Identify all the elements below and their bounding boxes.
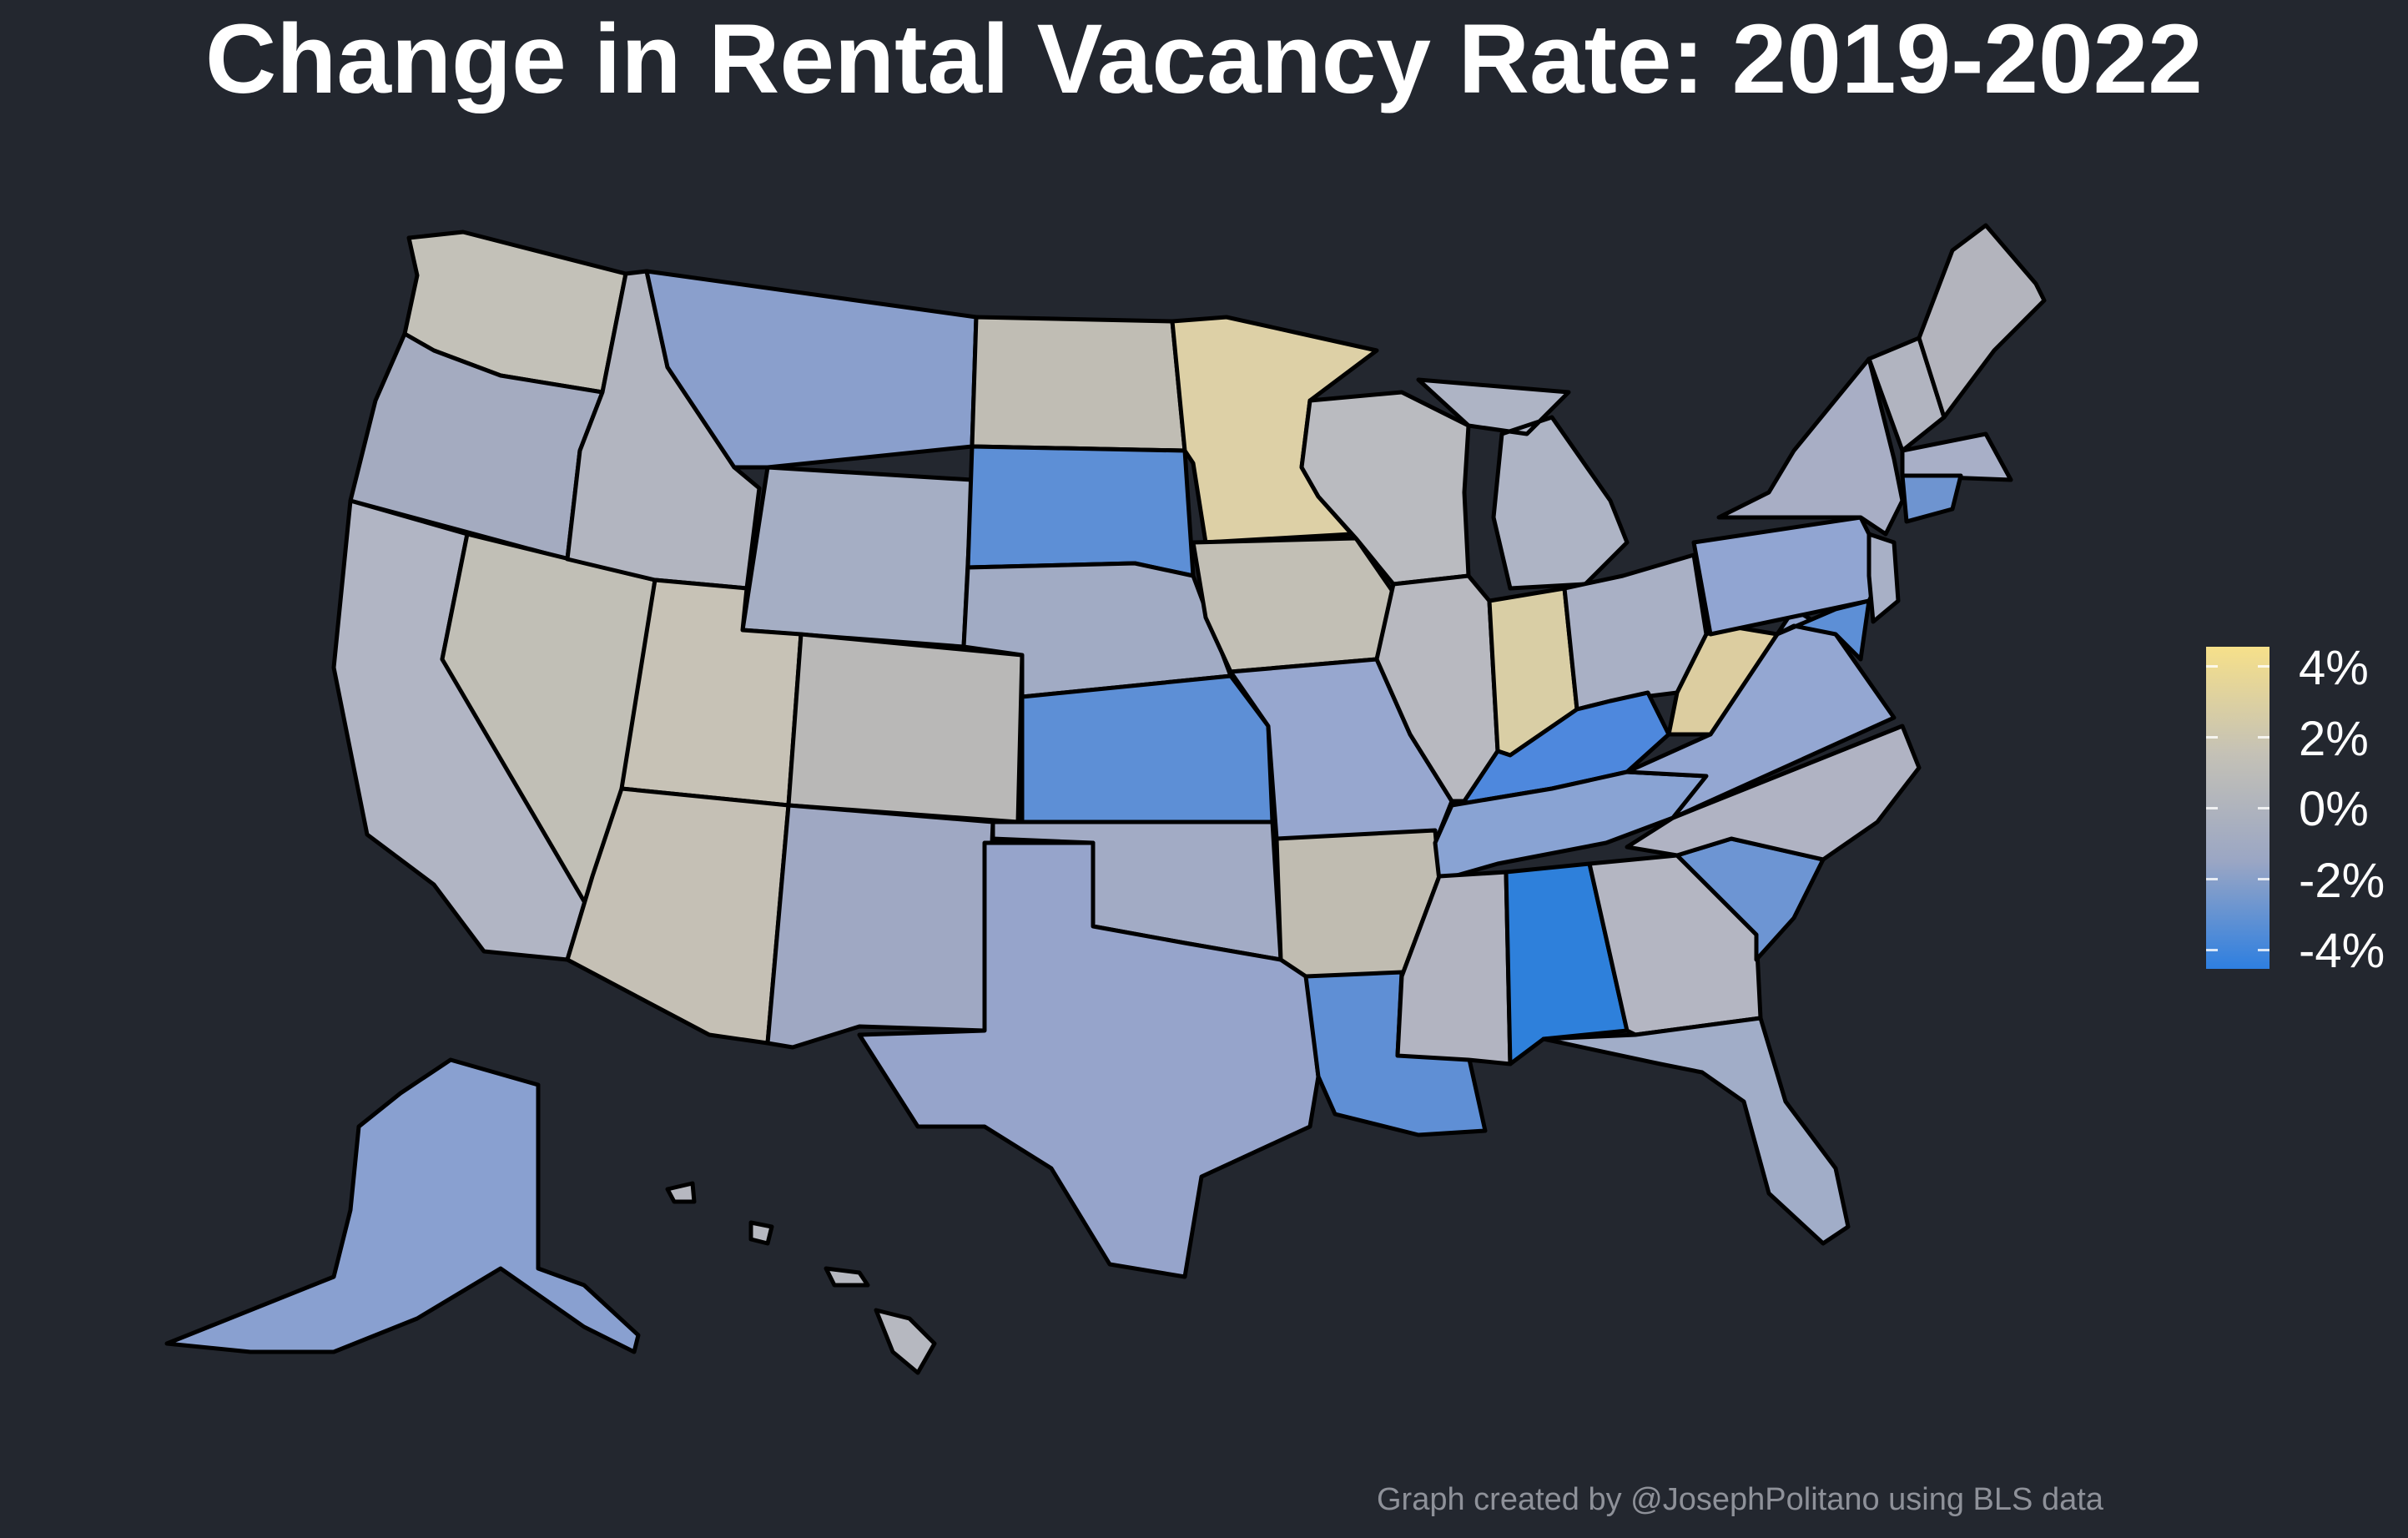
map-title: Change in Rental Vacancy Rate: 2019-2022 (205, 4, 2203, 114)
state-massachusetts[interactable] (1900, 431, 2013, 482)
state-new-mexico[interactable] (765, 803, 995, 1050)
state-new-york[interactable] (1716, 356, 1905, 537)
state-florida[interactable] (1541, 1016, 1851, 1246)
state-new-jersey[interactable] (1866, 532, 1901, 624)
legend-tick-mark (2206, 878, 2218, 880)
legend-tick-mark (2258, 736, 2269, 739)
state-hawaii[interactable] (665, 1181, 937, 1375)
state-tennessee[interactable] (1433, 769, 1709, 883)
legend-tick-2: 2% (2299, 712, 2369, 766)
state-maryland[interactable] (1775, 598, 1871, 662)
state-iowa[interactable] (1191, 536, 1396, 674)
legend-tick-mark (2258, 665, 2269, 668)
state-west-virginia[interactable] (1666, 623, 1780, 737)
source-caption: Graph created by @JosephPolitano using B… (1377, 1482, 2103, 1517)
state-texas[interactable] (857, 840, 1321, 1279)
state-alaska[interactable] (164, 1057, 641, 1354)
legend-tick-neg2: -2% (2299, 854, 2385, 908)
state-colorado[interactable] (786, 632, 1025, 824)
legend-tick-mark (2206, 807, 2218, 809)
legend-tick-mark (2258, 878, 2269, 880)
state-south-dakota[interactable] (965, 444, 1196, 578)
legend-tick-0: 0% (2299, 782, 2369, 836)
state-north-carolina[interactable] (1625, 724, 1922, 862)
legend-tick-mark (2206, 949, 2218, 951)
state-connecticut[interactable] (1900, 473, 1963, 524)
legend-tick-mark (2206, 665, 2218, 668)
state-alabama[interactable] (1504, 861, 1630, 1067)
legend-tick-neg4: -4% (2299, 924, 2385, 978)
legend-tick-mark (2206, 736, 2218, 739)
state-wyoming[interactable] (740, 465, 975, 649)
state-north-dakota[interactable] (970, 315, 1187, 453)
state-kansas[interactable] (1020, 673, 1275, 824)
legend-tick-mark (2258, 949, 2269, 951)
legend-tick-mark (2258, 807, 2269, 809)
legend-tick-4: 4% (2299, 641, 2369, 695)
state-michigan[interactable] (1416, 377, 1630, 591)
state-maine[interactable] (1917, 223, 2047, 420)
